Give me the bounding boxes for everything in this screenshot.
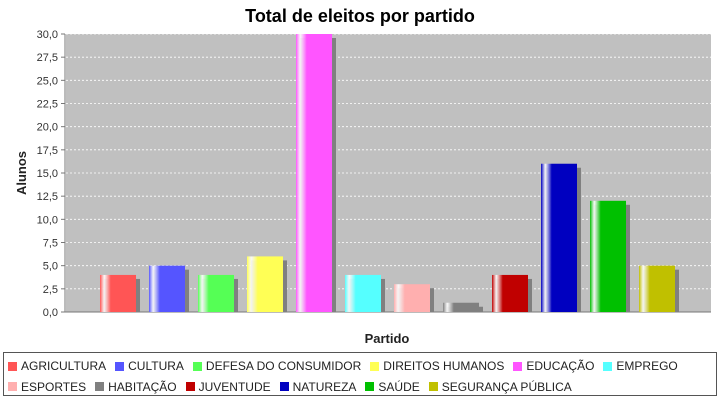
y-tick-label: 10,0 <box>37 214 58 226</box>
legend-label: JUVENTUDE <box>198 379 271 394</box>
bar <box>492 274 528 312</box>
y-tick-label: 17,5 <box>37 145 58 157</box>
legend-label: DIREITOS HUMANOS <box>383 359 505 373</box>
legend-swatch <box>8 361 17 371</box>
y-tick-label: 0,0 <box>43 307 58 319</box>
legend-label: EDUCAÇÃO <box>526 359 595 373</box>
legend-swatch <box>279 382 289 391</box>
legend-swatch <box>513 361 523 371</box>
y-tick-label: 12,5 <box>37 191 58 203</box>
y-tick-label: 22,5 <box>37 99 58 111</box>
legend-item: DEFESA DO CONSUMIDOR <box>192 356 362 376</box>
legend-label: AGRICULTURA <box>21 359 107 373</box>
legend-item: ESPORTES <box>8 377 86 397</box>
bar <box>443 302 479 312</box>
y-axis-label: Alunos <box>14 151 29 195</box>
legend-item: SEGURANÇA PÚBLICA <box>428 377 572 397</box>
legend-item: AGRICULTURA <box>8 356 106 376</box>
bar <box>296 34 332 312</box>
legend-swatch <box>95 382 105 391</box>
legend-item: EDUCAÇÃO <box>513 356 594 376</box>
bar <box>100 274 136 312</box>
bar <box>541 163 577 312</box>
legend-swatch <box>428 382 438 391</box>
legend-label: HABITAÇÃO <box>108 379 177 394</box>
bar <box>198 274 234 312</box>
y-tick-label: 7,5 <box>43 238 58 250</box>
legend-swatch <box>185 382 195 391</box>
y-axis-ticks: 0,0 2,5 5,0 7,5 10,0 12,5 15,0 17,5 20,0 22,5 25,0… <box>37 29 65 319</box>
legend-item: SAÚDE <box>365 377 420 397</box>
y-tick-label: 30,0 <box>37 29 58 41</box>
legend-label: ESPORTES <box>21 379 87 394</box>
legend-label: SAÚDE <box>378 379 420 394</box>
bar <box>590 200 626 312</box>
legend-item: CULTURA <box>115 356 184 376</box>
bar <box>247 256 283 312</box>
legend-label: CULTURA <box>128 359 184 373</box>
legend-item: NATUREZA <box>279 377 357 397</box>
legend-label: SEGURANÇA PÚBLICA <box>441 379 572 394</box>
y-tick-label: 27,5 <box>37 52 58 64</box>
legend: AGRICULTURA CULTURA DEFESA DO CONSUMIDOR DI… <box>3 352 717 396</box>
legend-swatch <box>192 361 202 371</box>
legend-label: DEFESA DO CONSUMIDOR <box>205 359 362 373</box>
legend-swatch <box>603 361 613 371</box>
y-tick-label: 5,0 <box>43 261 58 273</box>
y-tick-label: 15,0 <box>37 168 58 180</box>
legend-swatch <box>8 382 17 391</box>
y-tick-label: 25,0 <box>37 75 58 87</box>
legend-item: EMPREGO <box>603 356 678 376</box>
legend-swatch <box>365 382 375 391</box>
legend-swatch <box>370 361 380 371</box>
y-tick-label: 20,0 <box>37 122 58 134</box>
x-axis-label: Partido <box>365 331 410 346</box>
chart: Total de eleitos por partido 0,0 2,5 5,0 7,… <box>14 6 711 346</box>
legend-item: HABITAÇÃO <box>95 377 177 397</box>
bars <box>100 34 679 312</box>
legend-label: NATUREZA <box>292 379 357 394</box>
legend-swatch <box>115 361 125 371</box>
bar <box>394 284 430 312</box>
legend-item: DIREITOS HUMANOS <box>370 356 504 376</box>
bar <box>345 274 381 312</box>
bar <box>639 265 675 312</box>
bar <box>149 265 185 312</box>
chart-title: Total de eleitos por partido <box>245 6 475 26</box>
legend-item: JUVENTUDE <box>185 377 271 397</box>
y-tick-label: 2,5 <box>43 284 58 296</box>
legend-label: EMPREGO <box>616 359 678 373</box>
